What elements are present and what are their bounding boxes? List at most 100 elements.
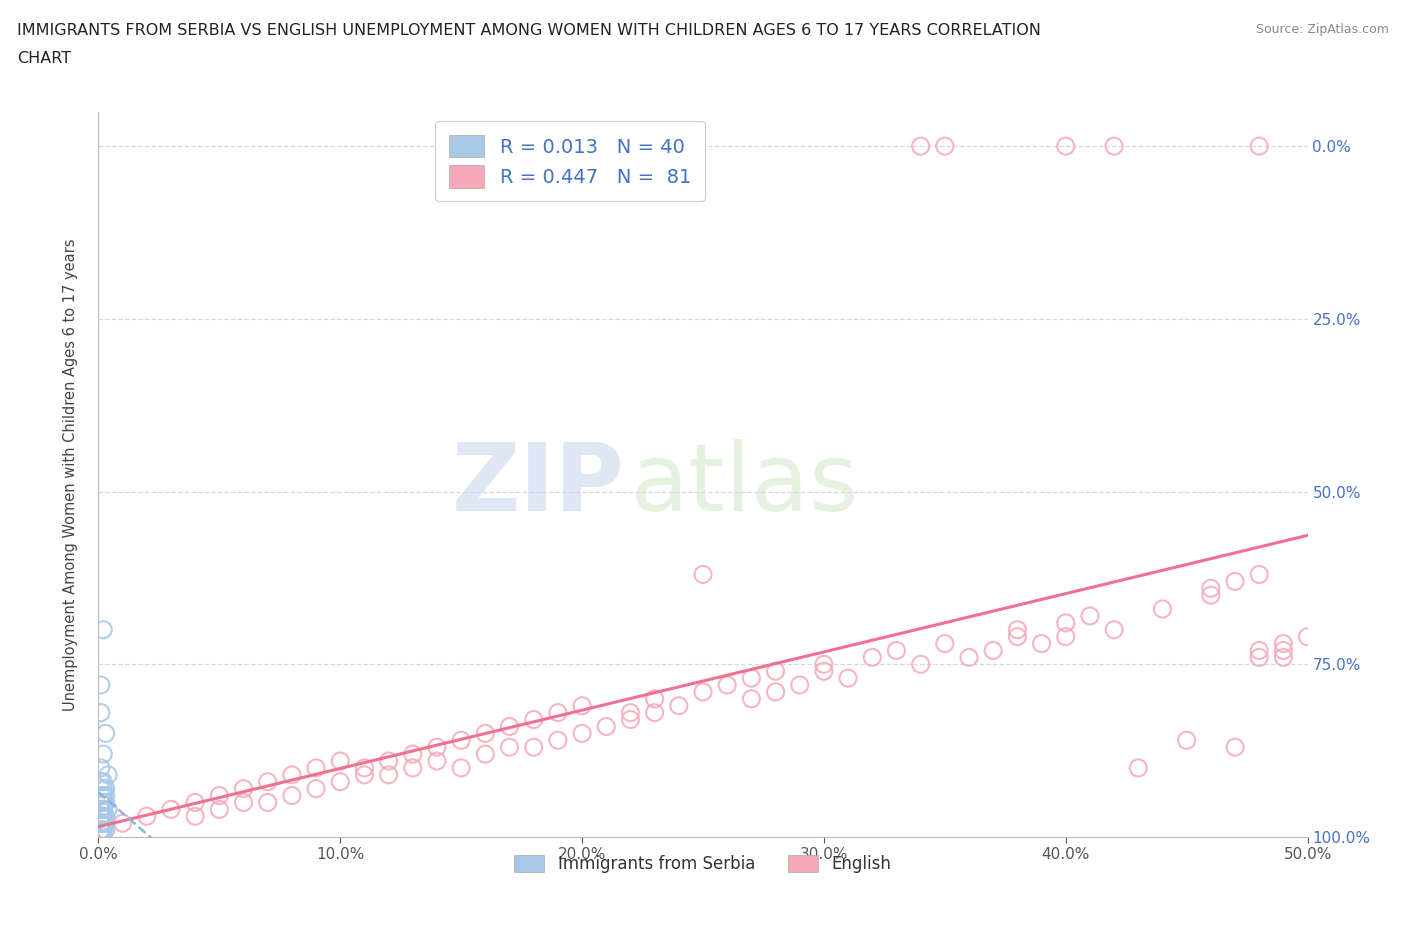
Point — [94, 795, 117, 810]
Point — [692, 567, 714, 582]
Point — [1031, 636, 1053, 651]
Point — [90, 823, 112, 838]
Point — [474, 726, 496, 741]
Point — [90, 705, 112, 720]
Point — [1007, 630, 1029, 644]
Point — [94, 809, 117, 824]
Point — [547, 733, 569, 748]
Point — [1249, 567, 1271, 582]
Point — [377, 753, 399, 768]
Point — [90, 809, 112, 824]
Point — [1102, 622, 1125, 637]
Text: ZIP: ZIP — [451, 439, 624, 531]
Point — [91, 816, 114, 830]
Point — [94, 816, 117, 830]
Point — [90, 775, 112, 790]
Point — [1199, 588, 1222, 603]
Point — [860, 650, 883, 665]
Point — [160, 802, 183, 817]
Legend: Immigrants from Serbia, English: Immigrants from Serbia, English — [508, 848, 898, 880]
Point — [1296, 630, 1319, 644]
Point — [402, 761, 425, 776]
Point — [716, 678, 738, 693]
Point — [94, 726, 117, 741]
Text: atlas: atlas — [630, 439, 859, 531]
Point — [281, 767, 304, 782]
Point — [91, 788, 114, 803]
Point — [837, 671, 859, 685]
Point — [402, 747, 425, 762]
Point — [353, 761, 375, 776]
Point — [934, 139, 956, 153]
Point — [329, 775, 352, 790]
Point — [1054, 630, 1077, 644]
Point — [571, 726, 593, 741]
Point — [91, 747, 114, 762]
Point — [90, 761, 112, 776]
Point — [1102, 139, 1125, 153]
Point — [97, 767, 120, 782]
Point — [1199, 581, 1222, 596]
Point — [426, 753, 449, 768]
Point — [135, 809, 157, 824]
Point — [498, 719, 520, 734]
Point — [256, 795, 278, 810]
Point — [1249, 139, 1271, 153]
Y-axis label: Unemployment Among Women with Children Ages 6 to 17 years: Unemployment Among Women with Children A… — [63, 238, 77, 711]
Point — [1152, 602, 1174, 617]
Point — [91, 830, 114, 844]
Point — [91, 809, 114, 824]
Point — [90, 678, 112, 693]
Point — [305, 781, 328, 796]
Point — [1054, 139, 1077, 153]
Point — [111, 816, 134, 830]
Point — [90, 802, 112, 817]
Point — [619, 705, 641, 720]
Point — [523, 739, 546, 754]
Point — [91, 622, 114, 637]
Point — [90, 788, 112, 803]
Point — [523, 712, 546, 727]
Point — [813, 664, 835, 679]
Point — [1223, 574, 1246, 589]
Point — [1223, 739, 1246, 754]
Point — [789, 678, 811, 693]
Point — [256, 775, 278, 790]
Point — [91, 816, 114, 830]
Point — [91, 781, 114, 796]
Point — [450, 733, 472, 748]
Point — [91, 823, 114, 838]
Point — [305, 761, 328, 776]
Point — [886, 643, 908, 658]
Point — [90, 823, 112, 838]
Point — [184, 795, 207, 810]
Point — [91, 809, 114, 824]
Point — [94, 823, 117, 838]
Text: Source: ZipAtlas.com: Source: ZipAtlas.com — [1256, 23, 1389, 36]
Point — [1175, 733, 1198, 748]
Point — [644, 691, 666, 706]
Point — [353, 767, 375, 782]
Point — [90, 795, 112, 810]
Point — [1249, 643, 1271, 658]
Point — [644, 705, 666, 720]
Text: CHART: CHART — [17, 51, 70, 66]
Point — [97, 802, 120, 817]
Point — [208, 802, 231, 817]
Point — [619, 712, 641, 727]
Point — [91, 802, 114, 817]
Point — [668, 698, 690, 713]
Point — [90, 795, 112, 810]
Point — [765, 684, 787, 699]
Point — [377, 767, 399, 782]
Point — [208, 788, 231, 803]
Point — [232, 781, 254, 796]
Point — [426, 739, 449, 754]
Point — [1007, 622, 1029, 637]
Point — [90, 802, 112, 817]
Point — [1272, 650, 1295, 665]
Point — [450, 761, 472, 776]
Point — [1054, 616, 1077, 631]
Point — [1078, 608, 1101, 623]
Point — [957, 650, 980, 665]
